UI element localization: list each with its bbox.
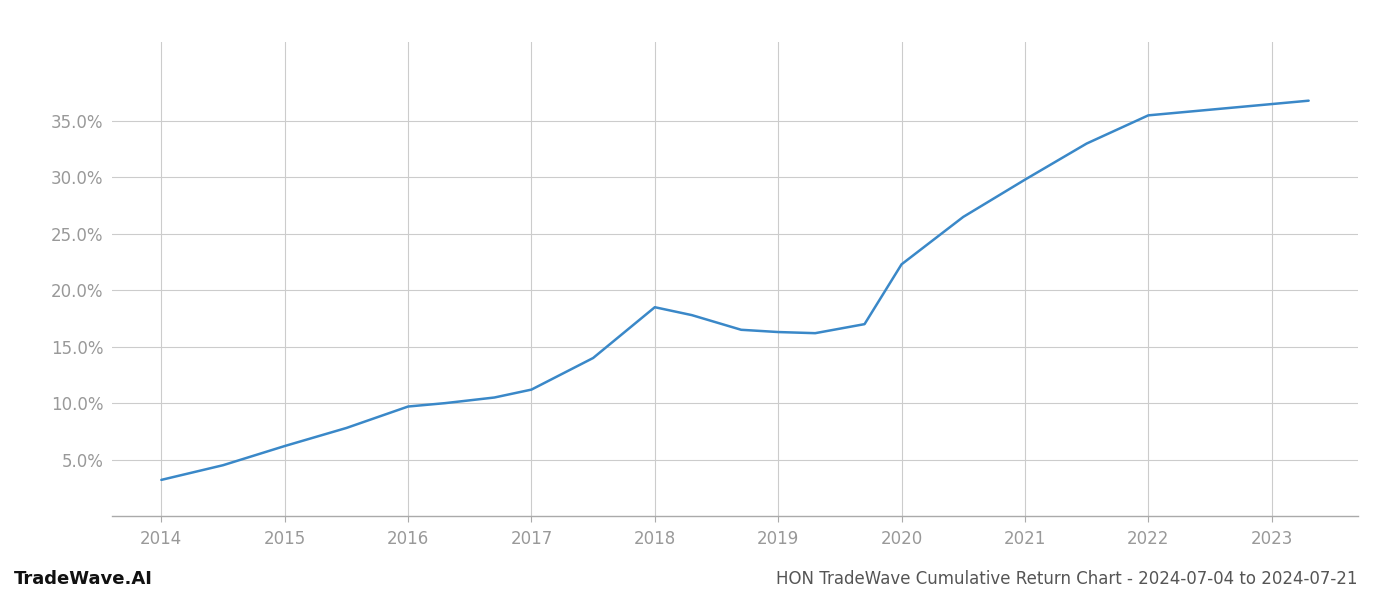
Text: TradeWave.AI: TradeWave.AI <box>14 570 153 588</box>
Text: HON TradeWave Cumulative Return Chart - 2024-07-04 to 2024-07-21: HON TradeWave Cumulative Return Chart - … <box>777 570 1358 588</box>
